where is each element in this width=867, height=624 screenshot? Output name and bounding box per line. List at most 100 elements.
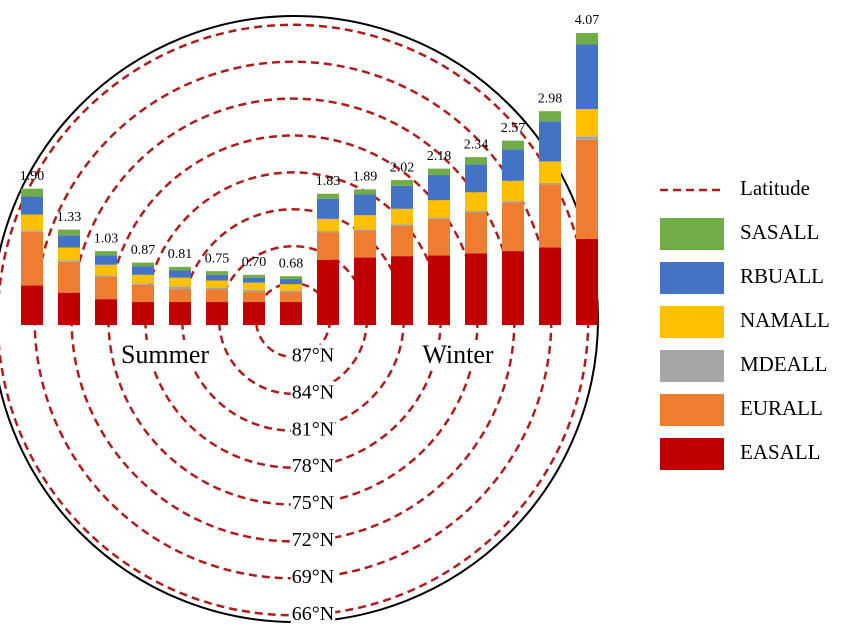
bar-segment (21, 230, 43, 232)
latitude-label: 87°N (292, 344, 334, 366)
legend-label: NAMALL (740, 308, 830, 332)
latitude-label: 72°N (292, 529, 334, 551)
bar-segment (58, 229, 80, 236)
legend-swatch (660, 438, 724, 470)
bar-segment (465, 210, 487, 213)
bar-segment (502, 140, 524, 150)
bar-segment (428, 200, 450, 218)
bar-segment (428, 218, 450, 256)
bar-segment (280, 284, 302, 291)
bar-segment (95, 299, 117, 325)
label-background (290, 381, 336, 404)
bar-segment (132, 283, 154, 285)
bar-segment (58, 235, 80, 248)
bar-segment (243, 291, 265, 303)
bar-segment (502, 180, 524, 201)
label-background (290, 492, 336, 515)
label-background (290, 565, 336, 588)
bar-segment (576, 33, 598, 45)
bar-segment (21, 231, 43, 286)
label-background (290, 344, 336, 367)
latitude-label: 66°N (292, 603, 334, 624)
total-label: 1.03 (94, 231, 119, 246)
bar-segment (354, 229, 376, 232)
bar-segment (21, 214, 43, 231)
bar-segment (354, 231, 376, 258)
bar-segment (539, 182, 561, 185)
bar-segment (428, 168, 450, 176)
bar-segment (95, 275, 117, 277)
bar-segment (576, 109, 598, 137)
bar-segment (391, 256, 413, 325)
label-background (290, 418, 336, 441)
label-background (290, 528, 336, 551)
bar-segment (317, 232, 339, 260)
total-label: 0.81 (168, 247, 193, 262)
bar-segment (243, 289, 265, 292)
total-label: 0.87 (131, 243, 156, 258)
bar-segment (169, 266, 191, 271)
total-label: 4.07 (575, 13, 600, 28)
label-background (290, 602, 336, 624)
total-label: 2.02 (390, 160, 415, 175)
total-label: 2.34 (464, 137, 489, 152)
bar-segment (576, 136, 598, 140)
bar-segment (280, 279, 302, 285)
bar-segment (317, 193, 339, 199)
bar-segment (95, 255, 117, 265)
bar-segment (169, 302, 191, 325)
bar-segment (576, 139, 598, 239)
bar-segment (169, 289, 191, 303)
bar-segment (354, 189, 376, 195)
bar-segment (169, 286, 191, 290)
bar-segment (502, 200, 524, 203)
bar-segment (95, 264, 117, 276)
season-label: Winter (422, 340, 493, 369)
bar-segment (206, 280, 228, 288)
bar-segment (317, 198, 339, 219)
bar-segment (354, 215, 376, 230)
bar-segment (539, 161, 561, 183)
label-background (290, 455, 336, 478)
bar-segment (391, 225, 413, 257)
bar-segment (243, 277, 265, 283)
legend-label: RBUALL (740, 264, 824, 288)
bar-segment (428, 175, 450, 201)
bar-segment (21, 285, 43, 325)
bar-segment (539, 121, 561, 162)
bar-segment (354, 257, 376, 325)
latitude-label: 81°N (292, 418, 334, 440)
bar-segment (206, 271, 228, 275)
bar-segment (465, 157, 487, 165)
bar-segment (576, 238, 598, 325)
bar-segment (280, 302, 302, 325)
bar-segment (428, 217, 450, 219)
bar-segment (206, 289, 228, 303)
bar-segment (206, 302, 228, 325)
bar-segment (539, 184, 561, 248)
bar-segment (132, 262, 154, 267)
bar-segment (243, 302, 265, 325)
legend: Latitude EASALL EURALL MDEALL NAMALL RBUALL SA… (660, 176, 830, 470)
bar-segment (280, 276, 302, 280)
total-label: 0.70 (242, 255, 267, 270)
bars: 1.90 1.33 1.03 0.87 0.81 0.75 0.70 0.68 1.83 1.89… (20, 13, 600, 369)
total-label: 1.90 (20, 169, 45, 184)
legend-label: MDEALL (740, 352, 828, 376)
bar-segment (206, 274, 228, 281)
bar-segment (317, 231, 339, 233)
bar-segment (132, 274, 154, 284)
total-label: 0.75 (205, 251, 230, 266)
bar-segment (539, 111, 561, 122)
bar-segment (465, 164, 487, 193)
bar-segment (317, 259, 339, 325)
latitude-label: 69°N (292, 566, 334, 588)
label-background (418, 339, 498, 369)
bar-segment (502, 149, 524, 181)
legend-swatch (660, 394, 724, 426)
bar-segment (206, 287, 228, 290)
bar-segment (465, 253, 487, 325)
bar-segment (58, 247, 80, 261)
bar-segment (243, 274, 265, 278)
